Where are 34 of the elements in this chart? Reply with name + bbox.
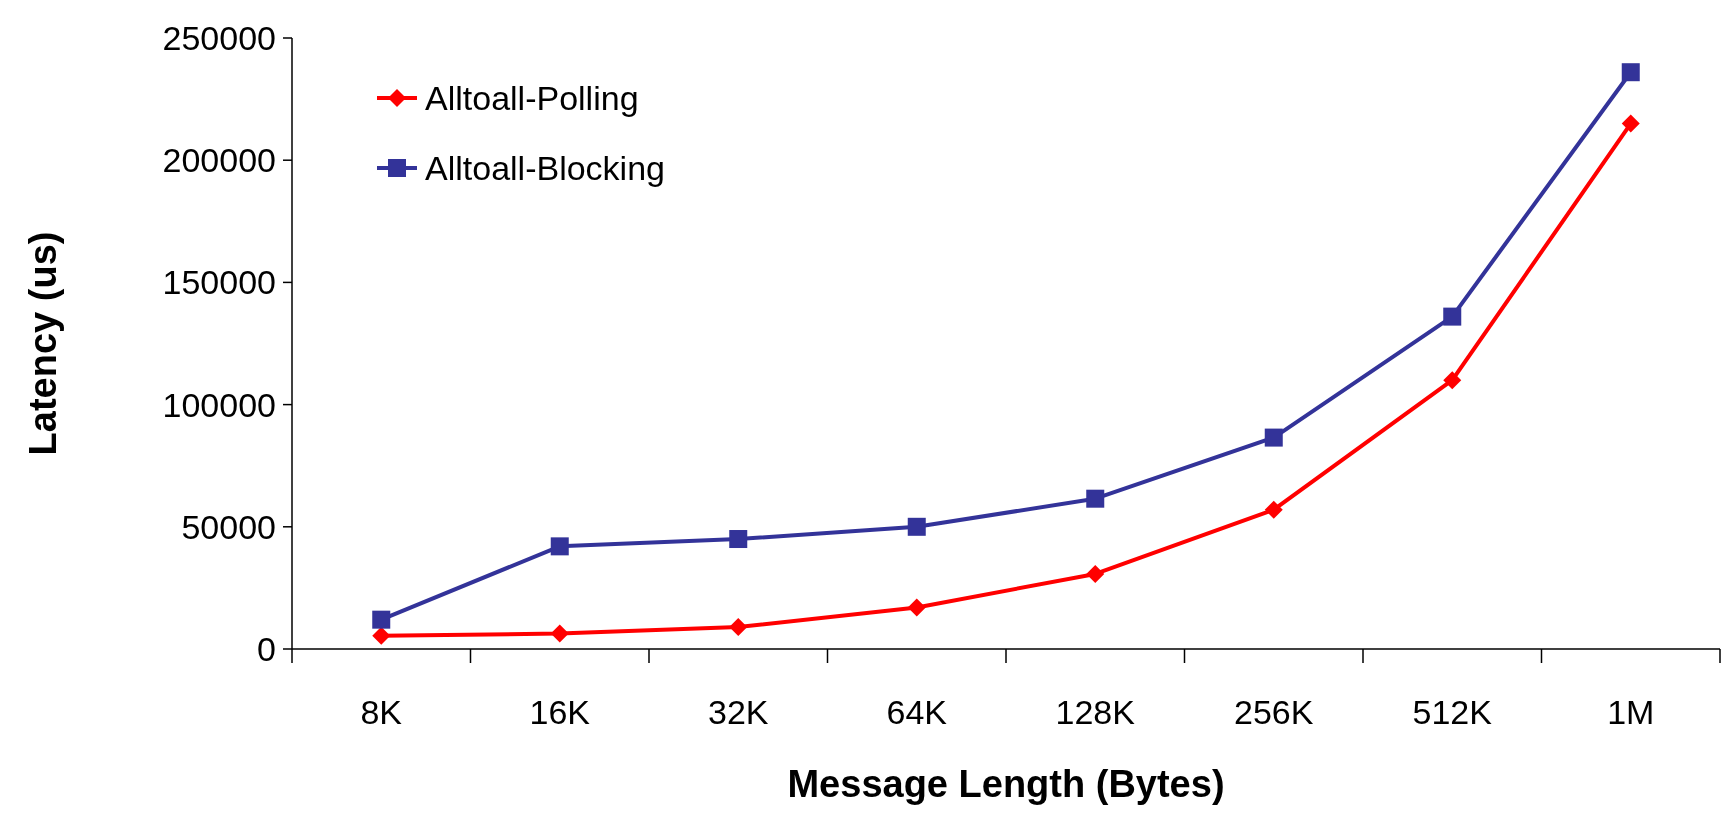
x-tick-label: 64K bbox=[886, 693, 948, 731]
point bbox=[1621, 114, 1640, 133]
y-axis-title: Latency (us) bbox=[22, 231, 64, 456]
point bbox=[1443, 307, 1462, 326]
x-tick-label: 256K bbox=[1234, 693, 1314, 731]
point bbox=[1621, 63, 1640, 82]
x-tick-label: 1M bbox=[1607, 693, 1655, 731]
y-tick-label: 150000 bbox=[162, 263, 276, 302]
x-tick-label: 16K bbox=[529, 693, 591, 731]
x-axis-title: Message Length (Bytes) bbox=[787, 763, 1225, 805]
y-tick-label: 50000 bbox=[181, 507, 276, 546]
point bbox=[907, 517, 926, 536]
point bbox=[372, 626, 391, 645]
point bbox=[907, 598, 926, 617]
x-tick-label: 128K bbox=[1055, 693, 1136, 731]
y-tick-label: 200000 bbox=[162, 141, 276, 180]
point bbox=[372, 610, 391, 629]
point bbox=[729, 618, 748, 636]
point bbox=[1086, 489, 1105, 508]
y-tick-label: 250000 bbox=[162, 18, 276, 57]
x-tick-label: 32K bbox=[708, 693, 769, 731]
point bbox=[550, 624, 569, 643]
x-tick-label: 512K bbox=[1412, 693, 1493, 731]
y-tick-label: 0 bbox=[257, 629, 276, 668]
point bbox=[1264, 500, 1283, 519]
legend-label: Alltoall-Blocking bbox=[425, 148, 665, 187]
x-tick-label: 8K bbox=[360, 693, 403, 731]
point bbox=[1443, 371, 1462, 390]
point bbox=[1086, 564, 1105, 583]
y-tick-label: 100000 bbox=[162, 385, 276, 424]
point bbox=[550, 537, 569, 556]
point bbox=[729, 530, 748, 549]
legend-label: Alltoall-Polling bbox=[425, 78, 639, 117]
point bbox=[1264, 428, 1283, 447]
